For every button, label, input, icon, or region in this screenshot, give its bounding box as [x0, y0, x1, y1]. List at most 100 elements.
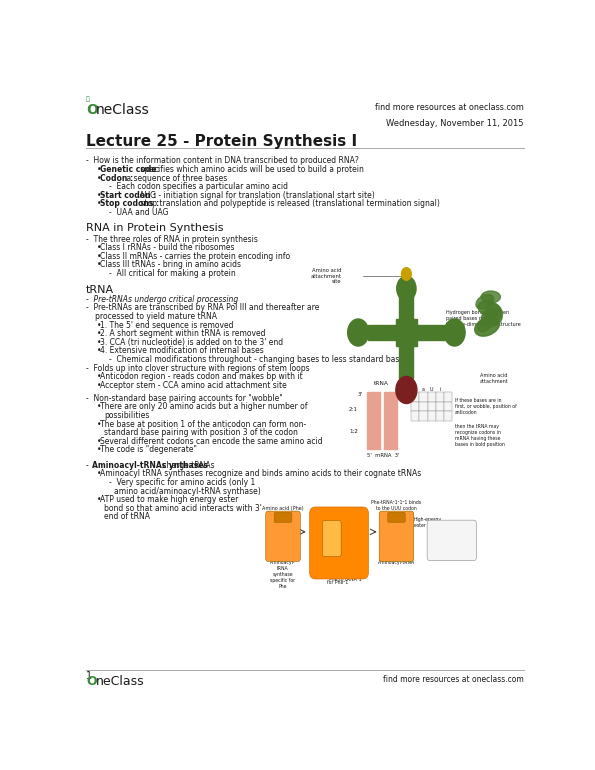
Text: possibilities: possibilities [104, 411, 150, 420]
Bar [368, 325, 396, 340]
Text: 2. A short segment within tRNA is removed: 2. A short segment within tRNA is remove… [100, 330, 265, 338]
Bar [399, 346, 414, 377]
Text: •: • [96, 346, 101, 356]
Bar [384, 393, 397, 449]
Text: The code is "degenerate": The code is "degenerate" [100, 445, 197, 454]
Text: •: • [96, 191, 101, 200]
Text: -  UAA and UAG: - UAA and UAG [109, 208, 168, 217]
Text: 2:1: 2:1 [349, 407, 358, 412]
Text: tRNA: tRNA [86, 285, 114, 295]
Text: Net result:
Phe is selected
by its codon: Net result: Phe is selected by its codon [434, 529, 469, 545]
FancyBboxPatch shape [266, 511, 300, 561]
FancyBboxPatch shape [322, 521, 341, 557]
Bar [428, 402, 436, 411]
Text: i: i [439, 387, 441, 393]
Text: •: • [96, 320, 101, 330]
Bar [428, 393, 436, 402]
Circle shape [444, 319, 465, 346]
Ellipse shape [476, 294, 494, 309]
Text: O: O [86, 103, 98, 117]
Text: •: • [96, 381, 101, 390]
Text: High-energy
ester bond: High-energy ester bond [414, 517, 442, 527]
Text: ATP used to make high energy ester: ATP used to make high energy ester [100, 495, 238, 504]
Text: Start codon :: Start codon : [100, 191, 156, 200]
Circle shape [397, 276, 416, 301]
FancyBboxPatch shape [387, 512, 405, 523]
Bar [444, 402, 453, 411]
Text: AUG - initiation signal for translation (translational start site): AUG - initiation signal for translation … [137, 191, 374, 200]
Text: 4. Extensive modification of internal bases: 4. Extensive modification of internal ba… [100, 346, 264, 356]
Text: Wednesday, November 11, 2015: Wednesday, November 11, 2015 [387, 119, 524, 128]
Text: Phe-tRNAᵉ1ᵉ1ᵉ1 binds
to the UUU codon: Phe-tRNAᵉ1ᵉ1ᵉ1 binds to the UUU codon [371, 500, 421, 511]
Text: 5': 5' [397, 393, 402, 397]
Text: •: • [96, 260, 101, 269]
Circle shape [347, 319, 369, 346]
Bar [419, 411, 428, 421]
Text: find more resources at oneclass.com: find more resources at oneclass.com [383, 675, 524, 684]
Text: -  Pre-tRNAs are transcribed by RNA Pol III and thereafter are: - Pre-tRNAs are transcribed by RNA Pol I… [86, 303, 320, 313]
Text: •: • [96, 437, 101, 446]
Text: a sequence of three bases: a sequence of three bases [124, 173, 227, 182]
Ellipse shape [481, 291, 500, 303]
Text: •: • [96, 372, 101, 381]
Text: end of tRNA: end of tRNA [104, 512, 151, 521]
Bar [396, 319, 417, 346]
Bar [417, 325, 445, 340]
Text: U: U [430, 387, 434, 393]
Text: Amino acid (Phe): Amino acid (Phe) [262, 506, 304, 511]
Bar [444, 393, 453, 402]
Text: Codon :: Codon : [100, 173, 133, 182]
Text: -  Chemical modifications throughout - changing bases to less standard bases: - Chemical modifications throughout - ch… [109, 355, 408, 364]
Bar [411, 393, 419, 402]
Ellipse shape [486, 303, 503, 320]
Text: RNA in Protein Synthesis: RNA in Protein Synthesis [86, 223, 223, 233]
Text: •: • [96, 470, 101, 478]
Circle shape [402, 268, 411, 280]
Text: ATP  AMP
+ PPᴵ: ATP AMP + PPᴵ [322, 518, 344, 529]
Text: 3. CCA (tri nucleotide) is added on to the 3' end: 3. CCA (tri nucleotide) is added on to t… [100, 338, 283, 346]
Text: •: • [96, 252, 101, 261]
Text: -  Each codon specifies a particular amino acid: - Each codon specifies a particular amin… [109, 182, 288, 191]
Text: a: a [422, 387, 425, 393]
Text: -  How is the information content in DNA transcribed to produced RNA?: - How is the information content in DNA … [86, 156, 359, 166]
Text: Stop codons :: Stop codons : [100, 199, 159, 209]
Text: tRNA: tRNA [374, 381, 389, 387]
FancyBboxPatch shape [427, 521, 477, 561]
Text: bond so that amino acid interacts with 3': bond so that amino acid interacts with 3… [104, 504, 262, 513]
Text: stop translation and polypeptide is released (translational termination signal): stop translation and polypeptide is rele… [138, 199, 440, 209]
Text: Linkage of
Phe to tRNAᵉ1: Linkage of Phe to tRNAᵉ1 [328, 571, 361, 582]
Text: •: • [96, 173, 101, 182]
Text: 1. The 5' end sequence is removed: 1. The 5' end sequence is removed [100, 320, 233, 330]
Text: find more resources at oneclass.com: find more resources at oneclass.com [375, 103, 524, 112]
Text: Aminoacyl tRNA synthases recognize and binds amino acids to their cognate tRNAs: Aminoacyl tRNA synthases recognize and b… [100, 470, 421, 478]
Text: Class I rRNAs - build the ribosomes: Class I rRNAs - build the ribosomes [100, 243, 234, 253]
Bar [436, 402, 444, 411]
Text: Class III tRNAs - bring in amino acids: Class III tRNAs - bring in amino acids [100, 260, 241, 269]
Text: •: • [96, 199, 101, 209]
Text: -: - [86, 460, 93, 470]
Text: •: • [96, 330, 101, 338]
Bar [411, 411, 419, 421]
Text: Genetic code:: Genetic code: [100, 165, 159, 174]
Text: Class II mRNAs - carries the protein encoding info: Class II mRNAs - carries the protein enc… [100, 252, 290, 261]
Text: -  All critical for making a protein: - All critical for making a protein [109, 269, 236, 278]
Text: -  Pre-tRNAs undergo critical processing: - Pre-tRNAs undergo critical processing [86, 295, 238, 304]
Text: O: O [86, 675, 96, 688]
Text: •: • [96, 338, 101, 346]
Text: Hydrogen bonds between
paired bases result
in three-dimensional structure: Hydrogen bonds between paired bases resu… [446, 310, 521, 326]
Ellipse shape [475, 317, 499, 336]
Bar [436, 411, 444, 421]
Text: Anticodon region - reads codon and makes bp with it: Anticodon region - reads codon and makes… [100, 372, 302, 381]
Text: then the tRNA may
recognize codons in
mRNA having these
bases in bold position: then the tRNA may recognize codons in mR… [455, 424, 505, 447]
Text: specifies which amino acids will be used to build a protein: specifies which amino acids will be used… [137, 165, 364, 174]
Text: •: • [96, 445, 101, 454]
FancyBboxPatch shape [379, 511, 414, 561]
Text: 🌿: 🌿 [86, 97, 90, 102]
Bar [419, 393, 428, 402]
Ellipse shape [478, 301, 501, 316]
Text: Aminoacyl-
tRNA
synthase
specific for
Phe: Aminoacyl- tRNA synthase specific for Ph… [270, 561, 296, 588]
Text: Lecture 25 - Protein Synthesis I: Lecture 25 - Protein Synthesis I [86, 134, 357, 149]
Text: neClass: neClass [96, 103, 150, 117]
FancyBboxPatch shape [309, 507, 368, 579]
Text: Aminoacyl-tRNA: Aminoacyl-tRNA [378, 561, 415, 565]
